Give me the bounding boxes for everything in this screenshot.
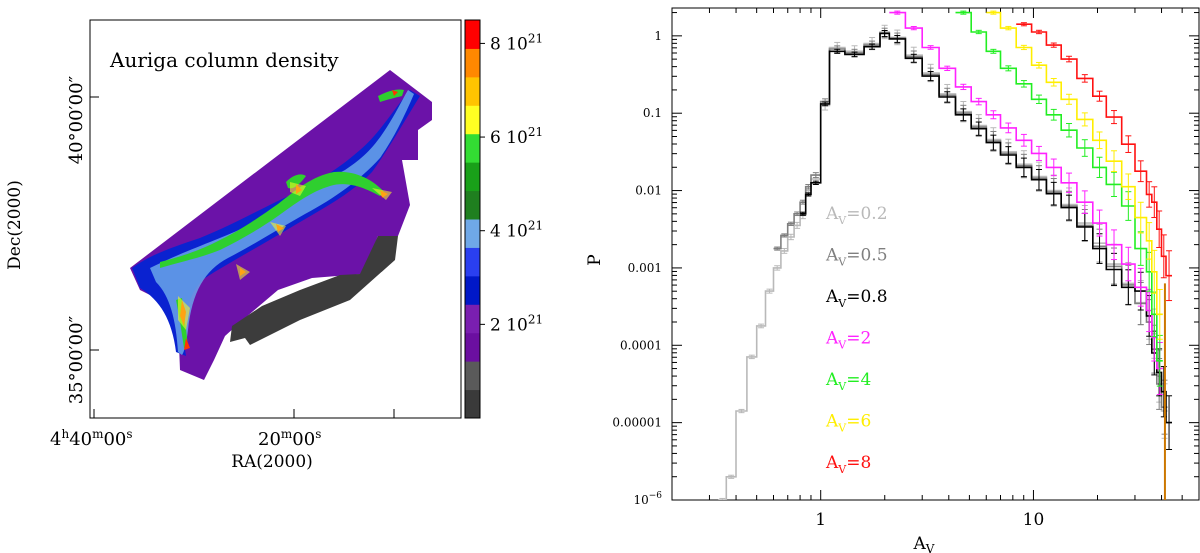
colorbar-band bbox=[465, 76, 480, 106]
y-tick-label: 10−6 bbox=[633, 491, 662, 507]
y-tick-label: 0.001 bbox=[628, 261, 662, 275]
colorbar-band bbox=[465, 219, 480, 248]
pdf-axis-ticks bbox=[671, 8, 1200, 501]
ra-tick-label-20m: 20m00s bbox=[258, 427, 321, 450]
colorbar-label: 2 1021 bbox=[490, 312, 543, 335]
colorbar-band bbox=[465, 105, 480, 135]
colorbar-band bbox=[465, 247, 480, 277]
y-tick-label: 1 bbox=[654, 29, 662, 43]
ra-axis-label: RA(2000) bbox=[231, 452, 313, 472]
colorbar-band bbox=[465, 275, 480, 305]
colorbar-band bbox=[465, 48, 480, 78]
pdf-plot-frame bbox=[671, 7, 1200, 501]
legend-label: AV=8 bbox=[825, 453, 871, 476]
legend-label: AV=2 bbox=[825, 329, 871, 352]
colorbar-band bbox=[465, 190, 480, 220]
legend-label: AV=6 bbox=[825, 412, 871, 435]
pdf-panel: 1 0.1 0.01 0.001 0.0001 0.00001 10−6 1 10 AV=0.… bbox=[585, 7, 1200, 553]
colorbar-label: 4 1021 bbox=[490, 219, 543, 242]
colorbar-labels: 8 1021 6 1021 4 1021 2 1021 bbox=[480, 31, 543, 335]
x-tick-label: 10 bbox=[1023, 510, 1045, 530]
series-line-av-8 bbox=[1016, 23, 1172, 277]
colorbar-band bbox=[465, 162, 480, 192]
series-line-av-0-2 bbox=[718, 31, 1168, 500]
series-line-av-4 bbox=[955, 11, 1163, 362]
colorbar-label: 6 1021 bbox=[490, 125, 543, 148]
series-line-av-6 bbox=[986, 11, 1163, 316]
colorbar-label: 8 1021 bbox=[490, 31, 543, 54]
colorbar-band bbox=[465, 20, 480, 49]
map-ticks bbox=[90, 96, 395, 418]
dec-tick-label-40: 40°00′00″ bbox=[66, 75, 87, 164]
pdf-y-axis-label: P bbox=[585, 254, 605, 265]
colorbar-frame bbox=[464, 19, 481, 419]
colorbar-band bbox=[465, 304, 480, 334]
y-tick-label: 0.1 bbox=[643, 106, 662, 120]
pdf-x-axis-label: AV bbox=[913, 534, 935, 553]
legend-label: AV=4 bbox=[825, 370, 871, 393]
x-tick-label: 1 bbox=[815, 510, 826, 530]
colorbar bbox=[464, 19, 481, 419]
legend-label: AV=0.2 bbox=[825, 204, 888, 227]
y-tick-label: 0.00001 bbox=[612, 416, 662, 430]
pdf-series-group bbox=[718, 10, 1173, 500]
map-image bbox=[130, 70, 432, 380]
series-line-av-0-8 bbox=[800, 32, 1172, 424]
y-tick-label: 0.01 bbox=[635, 184, 662, 198]
map-filament-lightblue bbox=[150, 90, 414, 355]
colorbar-band bbox=[465, 389, 480, 419]
colorbar-band bbox=[465, 332, 480, 362]
pdf-y-tick-labels: 1 0.1 0.01 0.001 0.0001 0.00001 10−6 bbox=[612, 29, 662, 507]
map-panel: Auriga column density 40°00′00″ 35°00′00… bbox=[5, 19, 543, 472]
ra-tick-label-4h40m: 4h40m00s bbox=[50, 427, 133, 450]
map-low-density-region bbox=[230, 236, 398, 345]
legend-label: AV=0.5 bbox=[825, 246, 888, 269]
dec-tick-label-35: 35°00′00″ bbox=[66, 315, 87, 404]
map-title: Auriga column density bbox=[109, 48, 339, 72]
pdf-x-tick-labels: 1 10 bbox=[815, 510, 1044, 530]
colorbar-band bbox=[465, 361, 480, 391]
pdf-legend: AV=0.2 AV=0.5 AV=0.8 AV=2 AV=4 AV=6 AV=8 bbox=[825, 204, 888, 476]
colorbar-band bbox=[465, 133, 480, 163]
y-tick-label: 0.0001 bbox=[620, 338, 662, 352]
legend-label: AV=0.8 bbox=[825, 287, 888, 310]
dec-axis-label: Dec(2000) bbox=[5, 180, 25, 270]
